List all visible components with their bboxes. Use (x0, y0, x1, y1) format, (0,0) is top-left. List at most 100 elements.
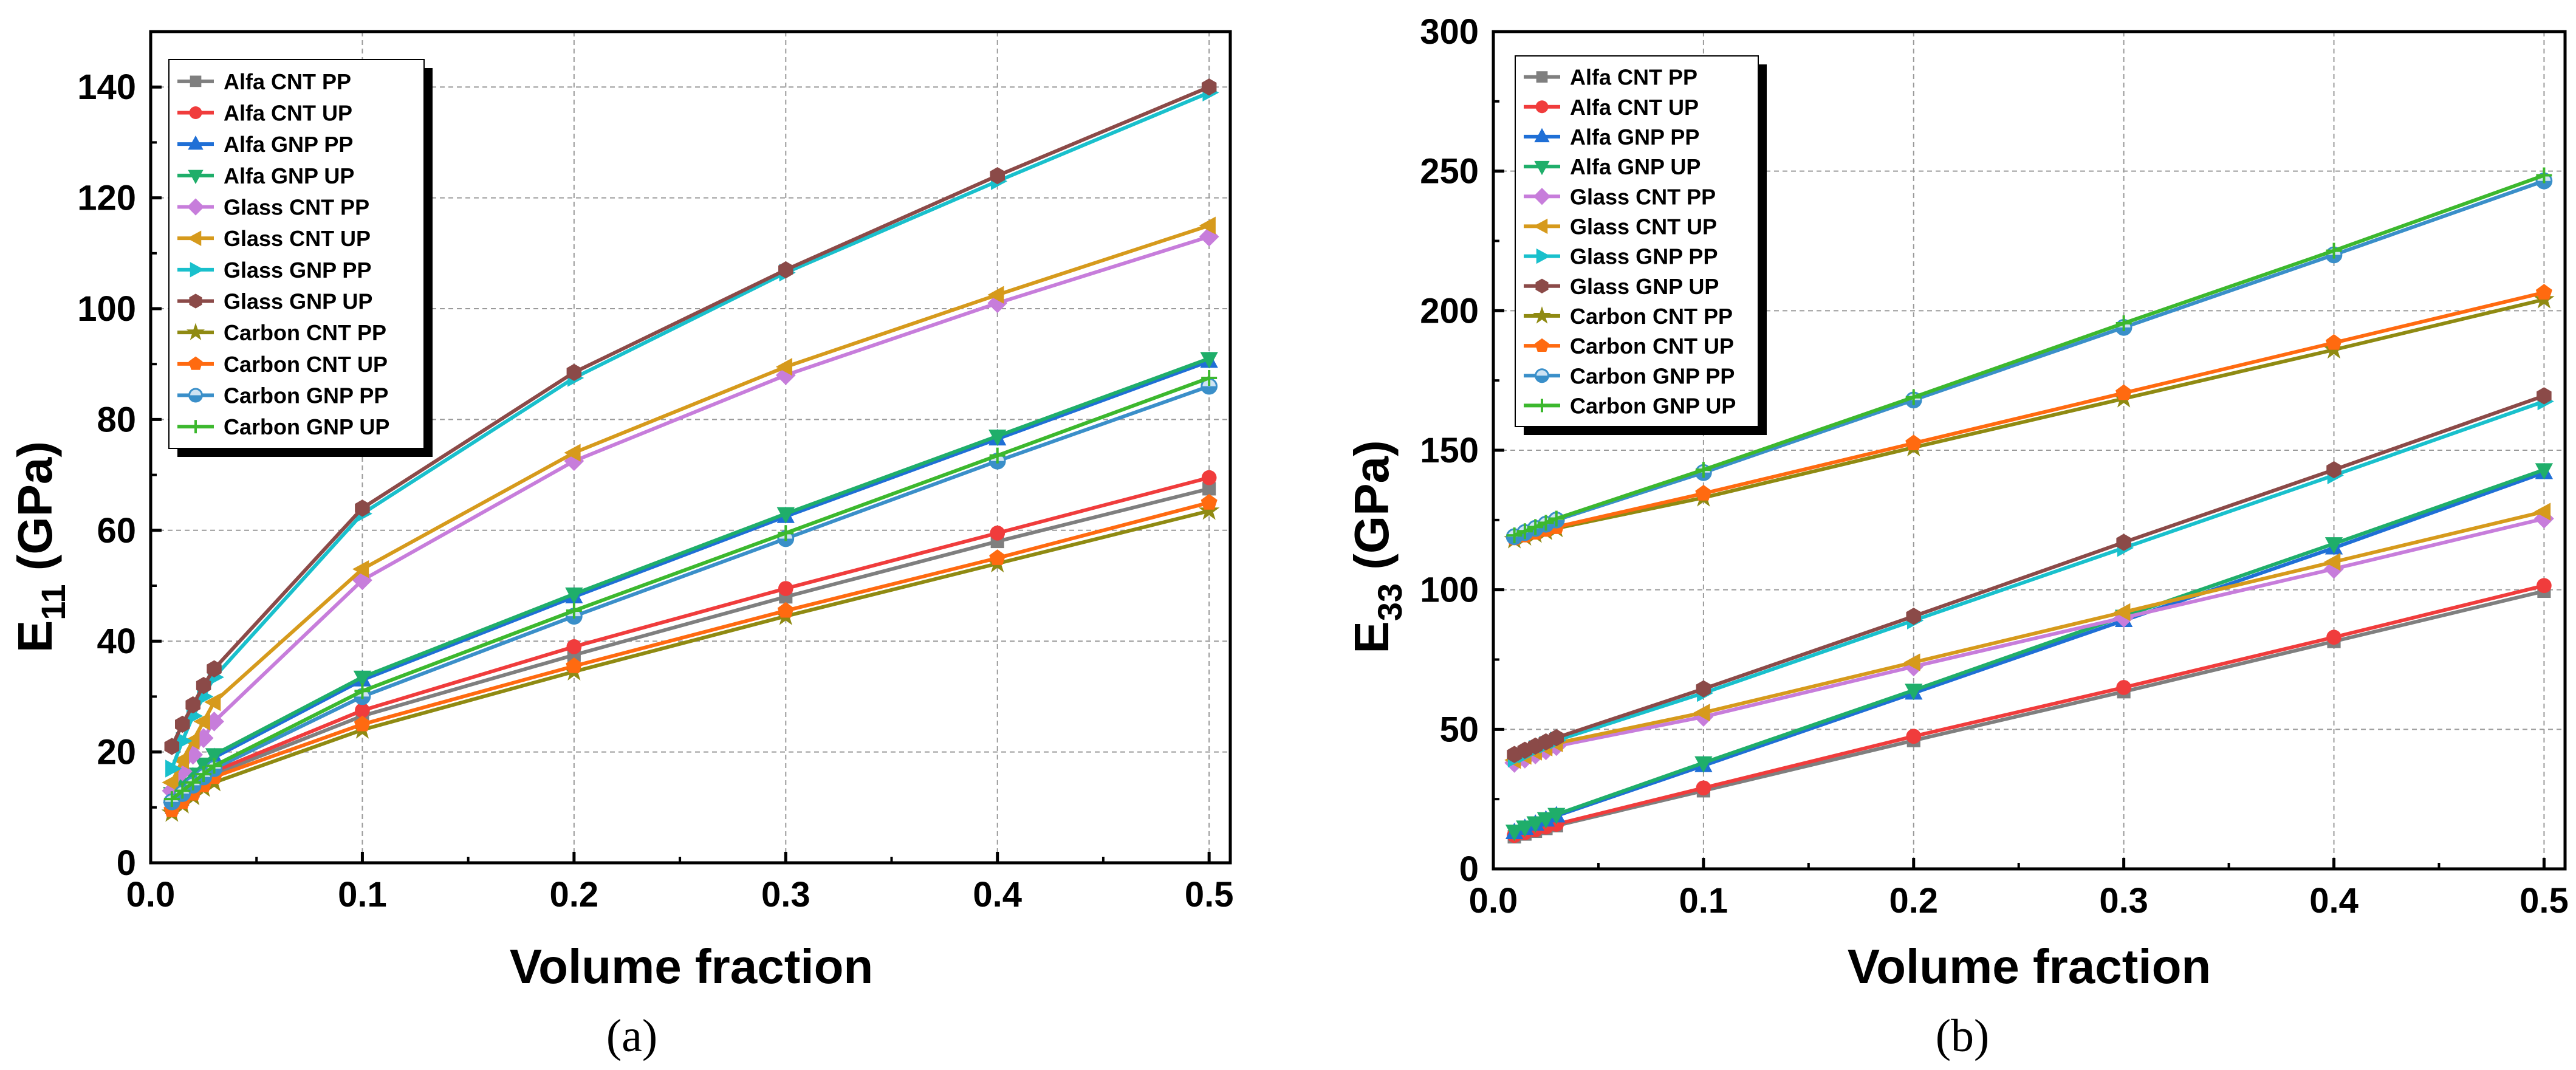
chart-a-data-point (204, 693, 221, 712)
chart-a-legend-item: Glass GNP UP (177, 289, 372, 314)
chart-a-legend-marker (187, 230, 202, 246)
chart-a-data-point (206, 758, 222, 774)
chart-b-plot-area: 0.0 0.1 0.2 0.3 0.4 0.5 0 50 100 150 200 250 300 Alfa… (1420, 12, 2569, 921)
chart-a-data-point (778, 525, 794, 541)
chart-b-data-point (1905, 389, 1922, 405)
chart-a-legend-item: Carbon CNT UP (177, 352, 388, 377)
chart-b-legend-label: Glass GNP PP (1570, 244, 1718, 269)
chart-b-legend-label: Glass CNT UP (1570, 214, 1717, 239)
chart-b-legend-label: Carbon CNT PP (1570, 304, 1733, 329)
chart-b-y-tick-label: 250 (1420, 152, 1479, 191)
chart-a-data-point (175, 715, 190, 733)
chart-b-series-line (1513, 583, 2545, 837)
chart-a-legend-marker (187, 198, 205, 216)
chart-b-legend-label: Alfa CNT UP (1570, 95, 1699, 120)
chart-b-data-point (1505, 825, 1524, 842)
chart-a-series-line (170, 487, 1210, 809)
chart-b-series-line (1513, 173, 2545, 537)
chart-b-legend-item: Alfa GNP UP (1524, 154, 1701, 179)
chart-a-legend-label: Carbon CNT PP (224, 320, 386, 345)
chart-b-legend-item: Glass CNT PP (1524, 184, 1716, 209)
chart-b-data-point (1526, 816, 1544, 833)
chart-a-legend-item: Carbon GNP PP (177, 383, 388, 408)
chart-a-x-tick-label: 0.1 (338, 875, 387, 914)
chart-a-legend-label: Alfa CNT UP (224, 101, 352, 126)
chart-a-legend-box (168, 59, 425, 449)
chart-b-data-point (2116, 533, 2131, 551)
chart-b-series-line (1513, 470, 2545, 835)
chart-a-data-point (162, 773, 179, 792)
chart-b-legend-marker (1535, 399, 1549, 413)
chart-a-data-point (207, 660, 222, 677)
chart-b-data-point (2324, 553, 2341, 571)
chart-b-legend-label: Alfa CNT PP (1570, 65, 1697, 90)
chart-b-legend-label: Alfa GNP PP (1570, 125, 1699, 149)
chart-a-data-point (564, 444, 581, 462)
chart-b-series-glass-cnt-up (1504, 502, 2551, 769)
chart-a-series-line (170, 85, 1210, 747)
chart-a-y-tick-label: 0 (117, 843, 136, 883)
chart-b-series-line (1513, 399, 2545, 761)
chart-a-x-tick-label: 0.0 (126, 875, 176, 914)
chart-a-legend-marker (190, 75, 202, 87)
chart-a-legend-item: Glass CNT UP (177, 226, 371, 251)
chart-a-data-point (354, 715, 371, 732)
chart-b-data-point (1905, 434, 1922, 451)
chart-b-data-point (1516, 523, 1533, 540)
chart-a-data-point (1200, 352, 1218, 369)
chart-a-legend-label: Carbon GNP PP (224, 383, 388, 408)
chart-a-data-point (193, 712, 210, 731)
chart-b-legend-label: Glass GNP UP (1570, 274, 1719, 299)
chart-b-data-point (1506, 527, 1523, 544)
chart-a-caption: (a) (606, 1010, 657, 1061)
chart-a-data-point (990, 526, 1005, 541)
chart-a-y-tick-label: 120 (77, 179, 136, 218)
chart-b-x-tick-label: 0.3 (2099, 881, 2148, 921)
chart-a-data-point (1201, 493, 1218, 510)
chart-a-legend-marker (189, 420, 202, 434)
chart-a-data-point (172, 751, 190, 769)
chart-b-data-point (1903, 653, 1920, 671)
chart-a-legend-label: Glass GNP UP (224, 289, 372, 314)
chart-a-data-point (776, 507, 795, 524)
chart-a-y-tick-label: 140 (77, 67, 136, 107)
chart-a-plot-area: 0.0 0.1 0.2 0.3 0.4 0.5 0 20 40 60 80 100 120 140 Alfa… (77, 30, 1233, 914)
chart-b-data-point (2326, 629, 2341, 645)
chart-a-axes-frame (149, 30, 1232, 865)
chart-b-legend-item: Alfa CNT PP (1524, 65, 1697, 90)
chart-a-data-point (174, 783, 191, 799)
chart-a-series-glass-gnp-up (164, 78, 1217, 755)
chart-b-legend-label: Carbon CNT UP (1570, 334, 1734, 358)
chart-a-legend-marker (188, 135, 204, 150)
chart-b-data-point (2537, 387, 2552, 405)
chart-b-data-point (1695, 462, 1711, 478)
chart-a-data-point (1201, 78, 1217, 96)
chart-b-data-point (2537, 578, 2552, 594)
chart-b-data-point (1696, 780, 1711, 796)
chart-a-data-point (1201, 377, 1218, 395)
chart-a-legend-label: Carbon GNP UP (224, 414, 389, 439)
chart-b-y-tick-label: 300 (1420, 12, 1479, 52)
chart-b-data-point (1693, 704, 1710, 722)
chart-a-data-point (163, 791, 180, 808)
chart-a-legend-item: Alfa CNT UP (177, 101, 352, 126)
chart-a-data-point (987, 286, 1004, 304)
chart-b-data-point (2114, 603, 2131, 622)
chart-a-legend-item: Alfa CNT PP (177, 69, 351, 94)
chart-a-legend: Alfa CNT PP Alfa CNT UP Alfa GNP PP Alfa GN… (168, 59, 433, 457)
chart-b-series-carbon-gnp-up (1506, 167, 2552, 544)
chart-a-series-line (170, 509, 1210, 815)
chart-a-y-tick-label: 40 (97, 622, 136, 661)
chart-b-y-tick-label: 100 (1420, 571, 1479, 610)
chart-b-data-point (2325, 334, 2343, 350)
chart-b-legend-marker (1535, 368, 1549, 383)
chart-a-data-point (566, 657, 583, 673)
chart-b-data-point (2115, 315, 2132, 332)
chart-b-y-axis-label: E33 (GPa) (1345, 440, 1409, 653)
chart-a-x-tick-label: 0.4 (973, 875, 1022, 914)
chart-a-data-point (354, 683, 371, 699)
chart-a-data-point (778, 261, 793, 279)
chart-b-legend-marker (1534, 128, 1550, 143)
chart-b-data-point (1694, 756, 1713, 773)
chart-b-data-point (1906, 729, 1922, 744)
